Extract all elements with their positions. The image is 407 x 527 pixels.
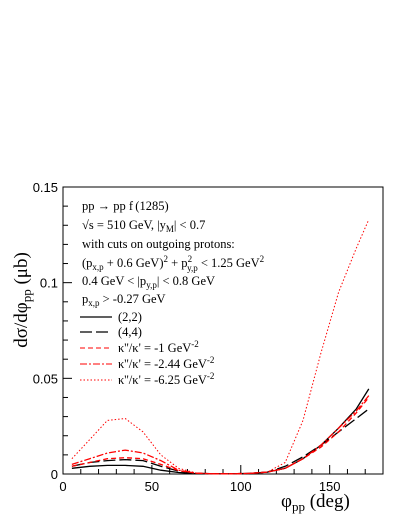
annotation-cut3: px,p > -0.27 GeV <box>82 292 166 308</box>
y-tick-label: 0 <box>51 467 58 482</box>
y-axis-title-unit: (μb) <box>11 252 32 289</box>
series-line-4 <box>71 219 370 475</box>
y-axis-title: dσ/dφpp (μb) <box>11 252 34 348</box>
curves <box>71 219 370 475</box>
y-tick-label: 0.05 <box>33 371 58 386</box>
annotation-cut1: (px,p + 0.6 GeV)2 + p2 y,p < 1.25 GeV2 <box>82 254 264 273</box>
annotation-process: pp → pp f (1285) <box>82 199 169 215</box>
x-axis-title-unit: (deg) <box>305 491 350 512</box>
annotation-cut2: 0.4 GeV < |py,p| < 0.8 GeV <box>82 274 215 290</box>
annotations: pp → pp f (1285) √s = 510 GeV, |yM| < 0.… <box>82 199 264 308</box>
series-line-2 <box>71 397 370 475</box>
y-axis-title-sub: pp <box>19 289 34 302</box>
legend-label-k1: κ''/κ' = -1 GeV-2 <box>118 339 199 355</box>
series-line-3 <box>71 395 370 475</box>
y-tick-label: 0.1 <box>40 276 58 291</box>
x-axis-title-sub: pp <box>292 499 305 514</box>
x-tick-label: 100 <box>230 479 252 494</box>
x-tick-label: 0 <box>59 479 66 494</box>
legend: (2,2) (4,4) κ''/κ' = -1 GeV-2 κ''/κ' = -… <box>80 310 214 387</box>
legend-label-2-2: (2,2) <box>118 310 142 324</box>
x-tick-label: 150 <box>319 479 341 494</box>
x-tick-label: 50 <box>145 479 159 494</box>
y-tick-label: 0.15 <box>33 180 58 195</box>
legend-label-k3: κ''/κ' = -6.25 GeV-2 <box>118 371 214 387</box>
legend-label-4-4: (4,4) <box>118 325 142 339</box>
x-axis-title-phi: φ <box>281 491 292 512</box>
x-axis-title: φpp (deg) <box>281 491 350 514</box>
annotation-cuts: with cuts on outgoing protons: <box>82 237 235 251</box>
annotation-energy: √s = 510 GeV, |yM| < 0.7 <box>82 218 205 234</box>
series-line-0 <box>71 388 370 475</box>
legend-label-k2: κ''/κ' = -2.44 GeV-2 <box>118 355 214 371</box>
tick-labels: 0 50 100 150 0 0.05 0.1 0.15 <box>33 180 341 494</box>
y-axis-title-main: dσ/dφ <box>11 302 32 348</box>
